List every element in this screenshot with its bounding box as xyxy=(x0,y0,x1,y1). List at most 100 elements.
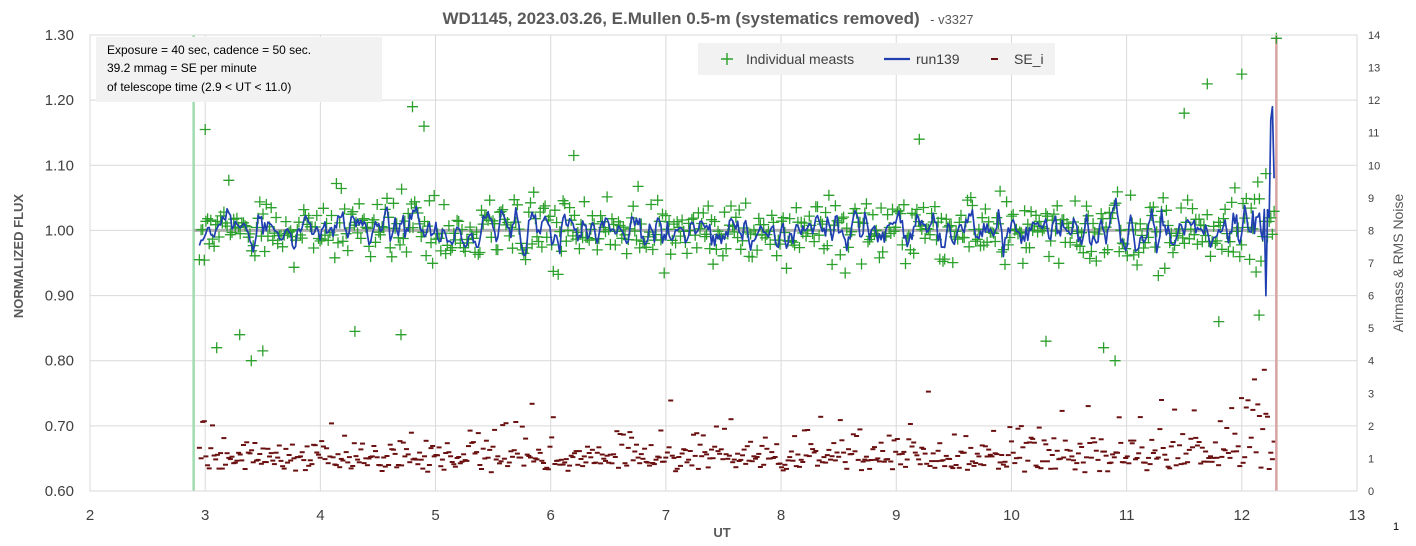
measurement-point xyxy=(259,246,271,257)
measurement-point xyxy=(395,329,407,341)
measurement-point xyxy=(1182,194,1194,206)
legend-label-run139: run139 xyxy=(916,51,960,67)
measurement-point xyxy=(1178,237,1190,249)
legend-item-se-i[interactable]: SE_i xyxy=(991,51,1044,67)
measurement-point xyxy=(198,254,210,266)
measurement-point xyxy=(751,244,763,256)
measurement-point xyxy=(981,236,993,248)
measurement-point xyxy=(720,243,732,255)
measurement-point xyxy=(645,199,657,210)
measurement-point xyxy=(621,248,633,260)
measurement-point xyxy=(826,259,838,270)
measurement-point xyxy=(211,342,223,354)
measurement-point xyxy=(539,200,551,212)
measurement-point xyxy=(464,221,476,233)
y-tick-label: 0.80 xyxy=(45,353,74,370)
measurement-point xyxy=(748,224,760,236)
measurement-point xyxy=(280,216,292,228)
measurement-point xyxy=(789,239,801,251)
annotation-line-1: Exposure = 40 sec, cadence = 50 sec. xyxy=(107,43,311,57)
x-tick-label: 4 xyxy=(316,507,324,524)
measurement-point xyxy=(1160,204,1172,216)
measurement-point xyxy=(213,231,225,243)
measurement-point xyxy=(388,197,399,209)
measurement-point xyxy=(1090,255,1102,267)
measurement-point xyxy=(800,230,812,242)
chart-title-suffix: - v3327 xyxy=(930,12,973,27)
measurement-point xyxy=(1130,224,1141,236)
measurement-point xyxy=(627,200,639,212)
x-tick-label: 12 xyxy=(1233,507,1250,524)
measurement-point xyxy=(821,240,833,252)
y-tick-label: 0.70 xyxy=(45,418,74,435)
measurement-point xyxy=(1240,193,1252,204)
legend[interactable]: Individual measts run139 SE_i xyxy=(698,43,1055,75)
measurement-point xyxy=(1187,203,1198,215)
measurement-point xyxy=(979,203,991,215)
y2-tick-label: 7 xyxy=(1368,258,1374,270)
measurement-point xyxy=(660,210,672,222)
measurement-point xyxy=(676,214,688,226)
measurement-point xyxy=(719,206,730,218)
measurement-point xyxy=(608,219,620,230)
x-tick-label: 13 xyxy=(1349,507,1366,524)
measurement-point xyxy=(1178,107,1190,119)
measurement-point xyxy=(1175,202,1187,214)
measurement-point xyxy=(308,242,320,254)
measurement-point xyxy=(1216,243,1228,255)
legend-item-individual-measts[interactable]: Individual measts xyxy=(721,51,854,67)
measurement-point xyxy=(670,237,682,249)
measurement-point xyxy=(371,199,383,210)
measurement-point xyxy=(798,217,810,229)
y2-tick-label: 5 xyxy=(1368,323,1374,335)
se-i-series xyxy=(196,368,1277,474)
measurement-point xyxy=(536,241,548,253)
measurement-point xyxy=(347,206,359,218)
measurement-point xyxy=(507,242,518,254)
measurement-point xyxy=(935,212,947,224)
measurement-point xyxy=(1074,240,1086,252)
measurement-point xyxy=(697,207,709,219)
measurement-point xyxy=(510,216,522,228)
measurement-point xyxy=(794,242,805,254)
y2-tick-label: 8 xyxy=(1368,225,1374,237)
y2-tick-label: 1 xyxy=(1368,453,1374,465)
measurement-point xyxy=(339,203,351,215)
legend-item-run139[interactable]: run139 xyxy=(884,51,960,67)
measurement-point xyxy=(538,202,549,214)
measurement-point xyxy=(337,235,349,247)
measurement-point xyxy=(1081,200,1092,212)
measurement-point xyxy=(322,234,334,246)
measurement-point xyxy=(929,201,941,213)
y2-tick-label: 12 xyxy=(1368,95,1380,107)
plot-frame xyxy=(89,34,1358,492)
measurement-point xyxy=(551,217,563,228)
measurement-point xyxy=(1177,232,1189,244)
measurement-point xyxy=(533,236,545,247)
measurement-point xyxy=(1201,78,1213,90)
grid xyxy=(89,34,1358,492)
measurement-point xyxy=(489,218,501,230)
measurement-point xyxy=(381,192,393,204)
measurement-point xyxy=(707,258,719,270)
measurement-point xyxy=(1084,253,1096,264)
measurement-point xyxy=(578,196,590,208)
measurement-point xyxy=(781,262,792,274)
measurement-point xyxy=(725,200,737,212)
measurement-point xyxy=(1006,210,1017,222)
measurement-point xyxy=(766,209,778,221)
measurement-point xyxy=(418,120,430,132)
measurement-point xyxy=(555,245,567,257)
measurement-point xyxy=(836,213,848,225)
y2-tick-label: 4 xyxy=(1368,356,1374,368)
measurement-point xyxy=(1266,228,1278,240)
measurement-point xyxy=(335,183,347,194)
measurement-point xyxy=(420,250,432,262)
measurement-point xyxy=(735,243,747,255)
page-corner-label: 1 xyxy=(1393,521,1399,533)
measurement-point xyxy=(245,355,257,367)
measurement-point xyxy=(632,180,644,192)
measurement-point xyxy=(1007,208,1019,220)
measurement-point xyxy=(445,244,457,256)
measurement-point xyxy=(1188,229,1200,241)
